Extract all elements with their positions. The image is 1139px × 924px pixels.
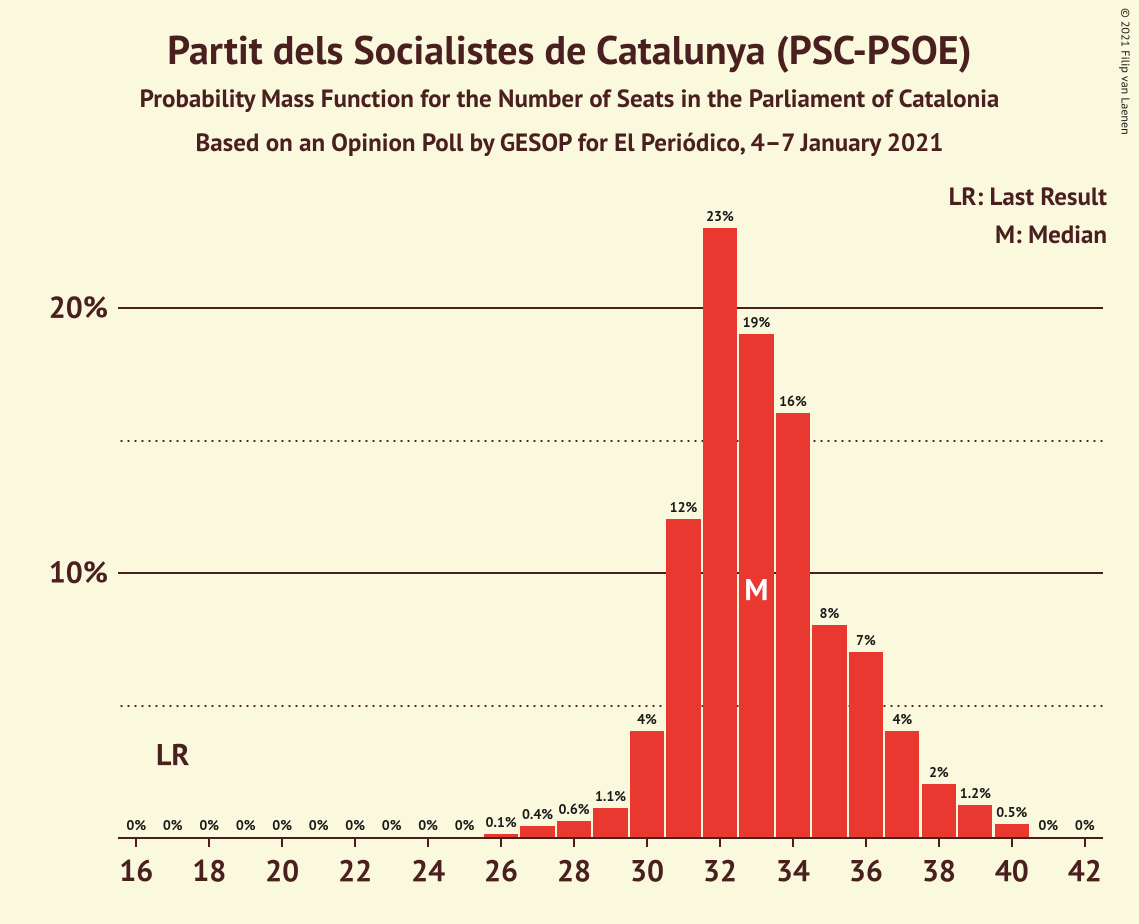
x-tick-label: 26 xyxy=(484,851,518,890)
bar-label: 8% xyxy=(820,604,840,622)
bar-label: 0% xyxy=(309,816,329,834)
grid-major xyxy=(118,572,1103,574)
chart-subtitle-2: Based on an Opinion Poll by GESOP for El… xyxy=(0,126,1139,158)
bar xyxy=(776,413,810,837)
bar-label: 0.1% xyxy=(486,813,517,831)
y-tick-label: 20% xyxy=(18,288,108,327)
x-tick xyxy=(865,837,867,847)
x-tick xyxy=(500,837,502,847)
bar-label: 12% xyxy=(670,498,698,516)
bar-label: 0% xyxy=(126,816,146,834)
bar-label: 0% xyxy=(345,816,365,834)
x-tick-label: 20 xyxy=(265,851,299,890)
bar-label: 0.6% xyxy=(558,800,589,818)
bar-label: 0% xyxy=(1075,816,1095,834)
x-tick xyxy=(1084,837,1086,847)
x-tick xyxy=(427,837,429,847)
bar-label: 0% xyxy=(1038,816,1058,834)
x-tick-label: 28 xyxy=(557,851,591,890)
annotation-median: M xyxy=(744,570,768,609)
x-tick-label: 34 xyxy=(776,851,810,890)
bar-label: 23% xyxy=(706,207,734,225)
bar xyxy=(995,824,1029,837)
bar-label: 0% xyxy=(199,816,219,834)
x-tick-label: 38 xyxy=(922,851,956,890)
bar xyxy=(557,821,591,837)
x-tick-label: 42 xyxy=(1068,851,1102,890)
bar-label: 19% xyxy=(743,313,771,331)
bar-label: 0% xyxy=(455,816,475,834)
x-tick xyxy=(1011,837,1013,847)
x-tick xyxy=(354,837,356,847)
bar-label: 1.2% xyxy=(960,784,991,802)
bar-label: 16% xyxy=(779,392,807,410)
grid-major xyxy=(118,307,1103,309)
x-tick-label: 18 xyxy=(192,851,226,890)
bar xyxy=(520,826,554,837)
chart-subtitle-1: Probability Mass Function for the Number… xyxy=(0,82,1139,114)
bar-label: 0% xyxy=(382,816,402,834)
bar xyxy=(593,808,627,837)
grid-minor xyxy=(118,440,1103,442)
bar-label: 0% xyxy=(272,816,292,834)
bar xyxy=(630,731,664,837)
bar-label: 4% xyxy=(637,710,657,728)
x-tick xyxy=(573,837,575,847)
x-tick-label: 24 xyxy=(411,851,445,890)
x-tick xyxy=(646,837,648,847)
plot-area: 0% 0% 0% 0% 0% 0% 0% 0% 0% 0% 0.1% 0.4% 0.6% 1.1% 4% 12… xyxy=(118,175,1103,837)
annotation-last-result: LR xyxy=(156,735,189,774)
chart-title: Partit dels Socialistes de Catalunya (PS… xyxy=(0,24,1139,76)
bar xyxy=(812,625,846,837)
bar-label: 7% xyxy=(856,631,876,649)
x-axis-line xyxy=(118,837,1103,839)
x-tick xyxy=(135,837,137,847)
x-tick xyxy=(281,837,283,847)
x-tick-label: 22 xyxy=(338,851,372,890)
y-tick-label: 10% xyxy=(18,553,108,592)
bar-label: 0.5% xyxy=(996,803,1027,821)
bar-label: 0% xyxy=(418,816,438,834)
bar xyxy=(849,652,883,837)
copyright-text: © 2021 Filip van Laenen xyxy=(1118,8,1133,135)
x-tick xyxy=(792,837,794,847)
bar-label: 2% xyxy=(929,763,949,781)
bar-label: 0.4% xyxy=(522,805,553,823)
x-tick-label: 32 xyxy=(703,851,737,890)
x-tick xyxy=(719,837,721,847)
x-tick-label: 36 xyxy=(849,851,883,890)
x-tick-label: 40 xyxy=(995,851,1029,890)
grid-minor xyxy=(118,705,1103,707)
x-tick-label: 30 xyxy=(630,851,664,890)
bar-label: 0% xyxy=(236,816,256,834)
bar-label: 1.1% xyxy=(595,787,626,805)
bar xyxy=(666,519,700,837)
bar xyxy=(484,834,518,837)
x-tick xyxy=(938,837,940,847)
bar-label: 4% xyxy=(892,710,912,728)
bar xyxy=(958,805,992,837)
bar xyxy=(922,784,956,837)
x-tick xyxy=(208,837,210,847)
bar xyxy=(703,228,737,837)
x-tick-label: 16 xyxy=(119,851,153,890)
bar-label: 0% xyxy=(163,816,183,834)
bar xyxy=(885,731,919,837)
